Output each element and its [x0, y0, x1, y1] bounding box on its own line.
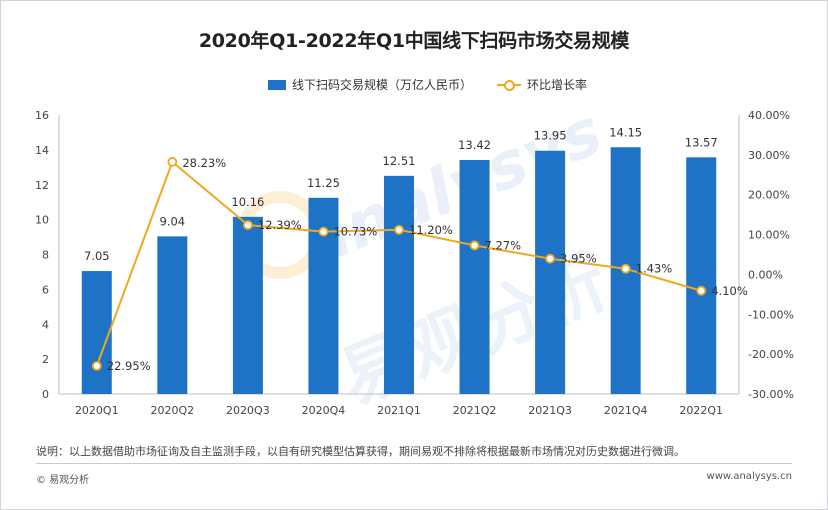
- left-tick-label: 4: [42, 318, 49, 331]
- x-tick-label: 2021Q1: [377, 404, 421, 417]
- left-tick-label: 14: [35, 144, 49, 157]
- left-tick-label: 6: [42, 283, 49, 296]
- left-tick-label: 16: [35, 109, 49, 122]
- x-tick-label: 2021Q3: [528, 404, 572, 417]
- bar-value-label: 9.04: [160, 214, 186, 228]
- bar: [459, 159, 490, 394]
- legend-bar-label: 线下扫码交易规模（万亿人民币）: [292, 78, 473, 92]
- right-tick-label: -20.00%: [748, 348, 794, 361]
- left-tick-label: 2: [42, 353, 49, 366]
- footer-brand: © 易观分析: [36, 475, 90, 486]
- bar-value-label: 13.95: [534, 129, 567, 143]
- x-tick-label: 2022Q1: [679, 404, 723, 417]
- bar-value-label: 14.15: [609, 125, 642, 139]
- chart-legend: 线下扫码交易规模（万亿人民币） 环比增长率: [0, 76, 828, 94]
- right-tick-label: 20.00%: [748, 189, 790, 202]
- growth-rate-label: 28.23%: [182, 156, 226, 170]
- left-tick-label: 12: [35, 179, 49, 192]
- left-tick-label: 0: [42, 388, 49, 401]
- right-tick-label: -30.00%: [748, 388, 794, 401]
- right-tick-label: 30.00%: [748, 149, 790, 162]
- chart-title: 2020年Q1-2022年Q1中国线下扫码市场交易规模: [198, 30, 630, 52]
- bar-value-label: 13.57: [685, 135, 718, 149]
- growth-rate-point: [91, 361, 102, 371]
- growth-rate-label: 22.95%: [107, 359, 151, 373]
- x-tick-label: 2020Q3: [226, 404, 270, 417]
- bar: [157, 236, 188, 394]
- legend-item-line: 环比增长率: [497, 76, 587, 93]
- bar: [81, 271, 112, 394]
- bar: [384, 175, 414, 394]
- growth-rate-label: 12.39%: [258, 218, 302, 232]
- right-tick-label: 40.00%: [748, 109, 790, 122]
- bar-value-label: 12.51: [383, 154, 416, 168]
- footer-divider: [36, 463, 792, 464]
- x-tick-label: 2020Q1: [75, 404, 119, 417]
- growth-rate-label: 4.10%: [711, 284, 748, 298]
- legend-item-bar: 线下扫码交易规模（万亿人民币）: [268, 76, 472, 93]
- bar: [232, 216, 263, 394]
- legend-line-label: 环比增长率: [527, 78, 588, 92]
- growth-rate-point: [545, 253, 556, 264]
- growth-rate-label: 10.73%: [333, 225, 377, 239]
- growth-rate-label: 1.43%: [636, 262, 673, 276]
- bar-value-label: 7.05: [84, 249, 110, 263]
- bar-value-label: 11.25: [307, 176, 340, 190]
- legend-line-swatch: [497, 79, 521, 91]
- x-tick-label: 2021Q2: [453, 404, 497, 417]
- growth-rate-point: [318, 226, 329, 237]
- x-tick-label: 2020Q2: [151, 404, 195, 417]
- legend-bar-swatch: [268, 79, 286, 90]
- footer-url: www.analysys.cn: [706, 471, 792, 482]
- chart-note: 说明：以上数据借助市场征询及自主监测手段，以自有研究模型估算获得，期间易观不排除…: [36, 445, 685, 458]
- x-tick-label: 2021Q4: [604, 404, 648, 417]
- growth-rate-label: 3.95%: [560, 252, 597, 266]
- left-tick-label: 10: [35, 214, 49, 227]
- growth-rate-point: [394, 224, 404, 235]
- growth-rate-point: [469, 240, 480, 251]
- growth-rate-point: [620, 263, 631, 274]
- bar-value-label: 10.16: [231, 195, 264, 209]
- left-tick-label: 8: [42, 249, 49, 262]
- growth-rate-point: [242, 220, 253, 230]
- growth-rate-label: 7.27%: [485, 238, 522, 252]
- right-tick-label: 10.00%: [748, 229, 790, 242]
- x-tick-label: 2020Q4: [302, 404, 346, 417]
- right-tick-label: -10.00%: [748, 308, 794, 321]
- growth-rate-point: [696, 285, 707, 296]
- growth-rate-label: 11.20%: [409, 223, 453, 237]
- bar: [686, 157, 717, 394]
- growth-rate-point: [167, 157, 178, 167]
- right-tick-label: 0.00%: [748, 268, 783, 281]
- bar: [535, 150, 566, 394]
- bar-value-label: 13.42: [458, 138, 491, 152]
